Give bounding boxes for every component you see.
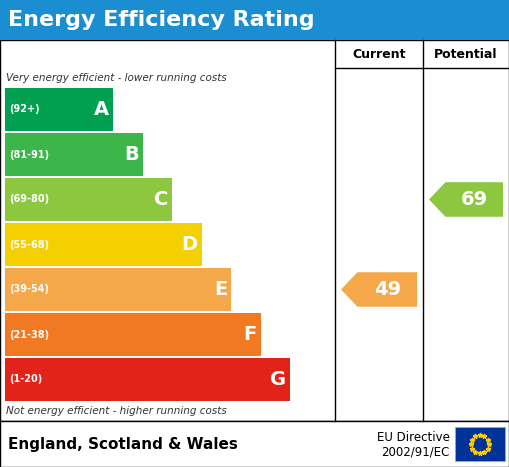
Text: C: C bbox=[154, 190, 168, 209]
Bar bbox=[5, 313, 261, 356]
Text: (55-68): (55-68) bbox=[9, 240, 49, 249]
Text: Not energy efficient - higher running costs: Not energy efficient - higher running co… bbox=[6, 406, 227, 416]
Text: Current: Current bbox=[352, 48, 406, 61]
Bar bbox=[0, 0, 509, 40]
Text: (92+): (92+) bbox=[9, 105, 40, 114]
Text: 49: 49 bbox=[374, 280, 401, 299]
Text: 2002/91/EC: 2002/91/EC bbox=[382, 446, 450, 459]
Text: D: D bbox=[182, 235, 198, 254]
Text: 69: 69 bbox=[461, 190, 488, 209]
Text: (21-38): (21-38) bbox=[9, 330, 49, 340]
Bar bbox=[5, 358, 290, 401]
Text: F: F bbox=[244, 325, 257, 344]
Bar bbox=[0, 421, 509, 467]
Bar bbox=[5, 223, 202, 266]
Bar bbox=[5, 133, 143, 176]
Text: B: B bbox=[124, 145, 139, 164]
Text: EU Directive: EU Directive bbox=[377, 431, 450, 444]
Polygon shape bbox=[429, 182, 503, 217]
Text: Potential: Potential bbox=[434, 48, 498, 61]
Text: (69-80): (69-80) bbox=[9, 194, 49, 205]
Bar bbox=[455, 427, 505, 461]
Bar bbox=[5, 178, 172, 221]
Text: E: E bbox=[214, 280, 228, 299]
Bar bbox=[0, 40, 509, 421]
Bar bbox=[5, 88, 113, 131]
Text: A: A bbox=[94, 100, 109, 119]
Text: Very energy efficient - lower running costs: Very energy efficient - lower running co… bbox=[6, 73, 227, 83]
Text: (1-20): (1-20) bbox=[9, 375, 42, 384]
Text: England, Scotland & Wales: England, Scotland & Wales bbox=[8, 437, 238, 452]
Text: (39-54): (39-54) bbox=[9, 284, 49, 295]
Text: G: G bbox=[270, 370, 287, 389]
Polygon shape bbox=[341, 272, 417, 307]
Text: Energy Efficiency Rating: Energy Efficiency Rating bbox=[8, 10, 315, 30]
Bar bbox=[5, 268, 231, 311]
Text: (81-91): (81-91) bbox=[9, 149, 49, 160]
